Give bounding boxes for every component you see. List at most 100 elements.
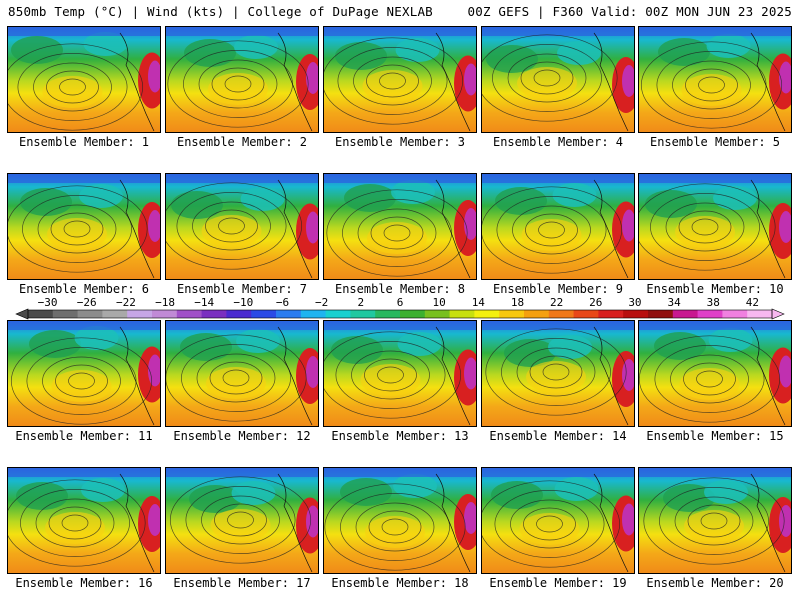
ensemble-map-panel: [7, 320, 161, 427]
colorbar-tick-label: −30: [37, 296, 58, 309]
ensemble-map-panel: [323, 173, 477, 280]
colorbar-segment: [722, 310, 748, 318]
colorbar-segment: [548, 310, 575, 318]
temperature-map: [324, 321, 476, 426]
colorbar-tick-label: 10: [432, 296, 446, 309]
temperature-map: [482, 174, 634, 279]
colorbar-segment: [598, 310, 624, 318]
colorbar-segment: [375, 310, 401, 318]
temperature-map: [639, 321, 791, 426]
ensemble-member-label: Ensemble Member: 6: [18, 282, 150, 296]
ensemble-map-panel: [165, 26, 319, 133]
ensemble-member-label: Ensemble Member: 4: [492, 135, 624, 149]
colorbar-segment: [350, 310, 376, 318]
temperature-map: [8, 174, 160, 279]
temperature-map: [639, 174, 791, 279]
temperature-map: [482, 27, 634, 132]
temperature-map: [8, 27, 160, 132]
ensemble-member-label: Ensemble Member: 13: [331, 429, 469, 443]
temperature-map: [166, 174, 318, 279]
ensemble-member-label: Ensemble Member: 11: [15, 429, 153, 443]
run-valid-label: 00Z GEFS | F360 Valid: 00Z MON JUN 23 20…: [467, 4, 792, 19]
ensemble-member-label: Ensemble Member: 2: [176, 135, 308, 149]
colorbar-segment: [474, 310, 500, 318]
ensemble-map-panel: [481, 320, 635, 427]
ensemble-member-label: Ensemble Member: 17: [173, 576, 311, 590]
colorbar-segment: [276, 310, 302, 318]
colorbar-segment: [623, 310, 649, 318]
colorbar-segment: [697, 310, 723, 318]
ensemble-map-panel: [323, 320, 477, 427]
ensemble-member-label: Ensemble Member: 16: [15, 576, 153, 590]
colorbar-right-arrow: [771, 308, 785, 320]
ensemble-member-label: Ensemble Member: 5: [649, 135, 781, 149]
ensemble-member-label: Ensemble Member: 8: [334, 282, 466, 296]
ensemble-map-panel: [638, 467, 792, 574]
colorbar-segment: [648, 310, 674, 318]
colorbar-tick-label: −2: [315, 296, 329, 309]
ensemble-map-panel: [7, 173, 161, 280]
colorbar-segment: [524, 310, 550, 318]
temperature-map: [324, 174, 476, 279]
colorbar-tick-label: −10: [233, 296, 254, 309]
colorbar-segment: [201, 310, 227, 318]
ensemble-member-label: Ensemble Member: 18: [331, 576, 469, 590]
colorbar-segment: [102, 310, 128, 318]
ensemble-map-panel: [481, 467, 635, 574]
temperature-map: [639, 468, 791, 573]
colorbar-segment: [226, 310, 252, 318]
ensemble-member-label: Ensemble Member: 14: [489, 429, 627, 443]
ensemble-member-label: Ensemble Member: 7: [176, 282, 308, 296]
temperature-map: [639, 27, 791, 132]
ensemble-map-panel: [638, 26, 792, 133]
ensemble-map-panel: [7, 26, 161, 133]
ensemble-map-panel: [165, 467, 319, 574]
colorbar-segment: [152, 310, 178, 318]
colorbar-segment: [127, 310, 153, 318]
colorbar-tick-label: −18: [155, 296, 175, 309]
colorbar-tick-label: −6: [275, 296, 290, 309]
temperature-map: [324, 468, 476, 573]
colorbar-tick-label: −26: [76, 296, 97, 309]
ensemble-member-label: Ensemble Member: 15: [646, 429, 784, 443]
ensemble-map-panel: [481, 173, 635, 280]
ensemble-map-panel: [323, 467, 477, 574]
colorbar-tick-label: 26: [589, 296, 603, 309]
colorbar-tick-label: 14: [471, 296, 485, 309]
colorbar-tick-label: 22: [550, 296, 564, 309]
temperature-map: [166, 27, 318, 132]
colorbar-segment: [573, 310, 599, 318]
ensemble-map-panel: [481, 26, 635, 133]
colorbar-segment: [251, 310, 277, 318]
ensemble-map-panel: [323, 26, 477, 133]
colorbar-tick-label: 6: [396, 296, 404, 309]
colorbar-segment: [499, 310, 525, 318]
colorbar-segment: [672, 310, 699, 318]
temperature-map: [482, 321, 634, 426]
colorbar-left-arrow: [15, 308, 29, 320]
ensemble-member-label: Ensemble Member: 19: [489, 576, 627, 590]
ensemble-member-label: Ensemble Member: 1: [18, 135, 150, 149]
colorbar-segment: [747, 310, 773, 318]
ensemble-member-label: Ensemble Member: 20: [646, 576, 784, 590]
temperature-map: [166, 468, 318, 573]
colorbar-tick-label: 34: [667, 296, 681, 309]
colorbar-tick-label: 18: [510, 296, 525, 309]
ensemble-map-panel: [7, 467, 161, 574]
temperature-map: [8, 468, 160, 573]
ensemble-map-panel: [165, 173, 319, 280]
colorbar-segment: [400, 310, 426, 318]
ensemble-member-label: Ensemble Member: 3: [334, 135, 466, 149]
colorbar-segment: [449, 310, 475, 318]
ensemble-map-panel: [638, 320, 792, 427]
ensemble-member-label: Ensemble Member: 10: [646, 282, 784, 296]
colorbar-segment: [325, 310, 351, 318]
temperature-map: [324, 27, 476, 132]
temperature-map: [8, 321, 160, 426]
temperature-map: [166, 321, 318, 426]
ensemble-map-panel: [165, 320, 319, 427]
colorbar-segment: [176, 310, 203, 318]
colorbar-segment: [424, 310, 451, 318]
colorbar-tick-label: 30: [628, 296, 642, 309]
colorbar-tick-label: 2: [357, 296, 365, 309]
